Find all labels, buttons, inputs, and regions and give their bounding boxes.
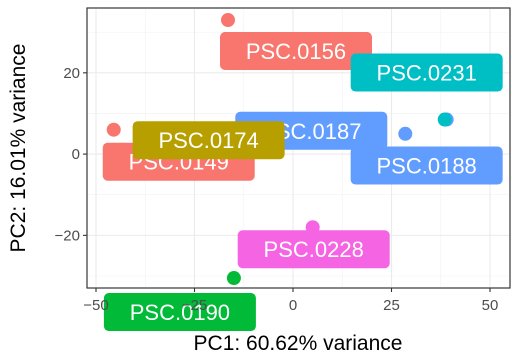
data-point [398, 126, 413, 141]
x-tick-label: 25 [383, 297, 400, 314]
panel-border [86, 7, 511, 289]
y-tick-label: 20 [63, 65, 80, 82]
point-label-box [132, 121, 285, 160]
point-label: PSC.0190 [103, 293, 256, 332]
point-label-box [350, 146, 503, 185]
point-label: PSC.0156 [219, 32, 372, 70]
data-point [437, 112, 452, 127]
point-label-text: PSC.0174 [158, 128, 258, 153]
data-point [106, 122, 121, 137]
data-point [226, 271, 241, 286]
y-axis-title: PC2: 16.01% variance [7, 44, 30, 253]
point-label-text: PSC.0231 [377, 61, 477, 86]
y-tick-label: 0 [72, 146, 80, 163]
axis-ticks: −50 −25 0 25 50 −20 0 20 [55, 65, 499, 314]
point-label: PSC.0231 [350, 53, 503, 92]
point-label-box [103, 293, 256, 332]
point-label-text: PSC.0156 [246, 39, 346, 64]
x-axis-title: PC1: 60.62% variance [194, 332, 403, 355]
point-label: PSC.0228 [237, 230, 390, 269]
point-label: PSC.0174 [132, 121, 285, 160]
point-labels: PSC.0156PSC.0188PSC.0149PSC.0187PSC.0231… [102, 32, 503, 332]
data-point [220, 13, 235, 27]
point-label-box [350, 53, 503, 92]
point-label-box [219, 32, 372, 70]
x-tick-label: 0 [289, 297, 297, 314]
point-label-box [237, 230, 390, 269]
point-label-text: PSC.0228 [264, 237, 364, 262]
point-label-text: PSC.0190 [130, 300, 230, 325]
x-tick-label: −50 [83, 297, 108, 314]
point-label: PSC.0188 [350, 146, 503, 185]
x-tick-label: −25 [182, 297, 207, 314]
y-tick-label: −20 [55, 227, 80, 244]
x-tick-label: 50 [482, 297, 499, 314]
point-label-text: PSC.0188 [377, 154, 477, 179]
